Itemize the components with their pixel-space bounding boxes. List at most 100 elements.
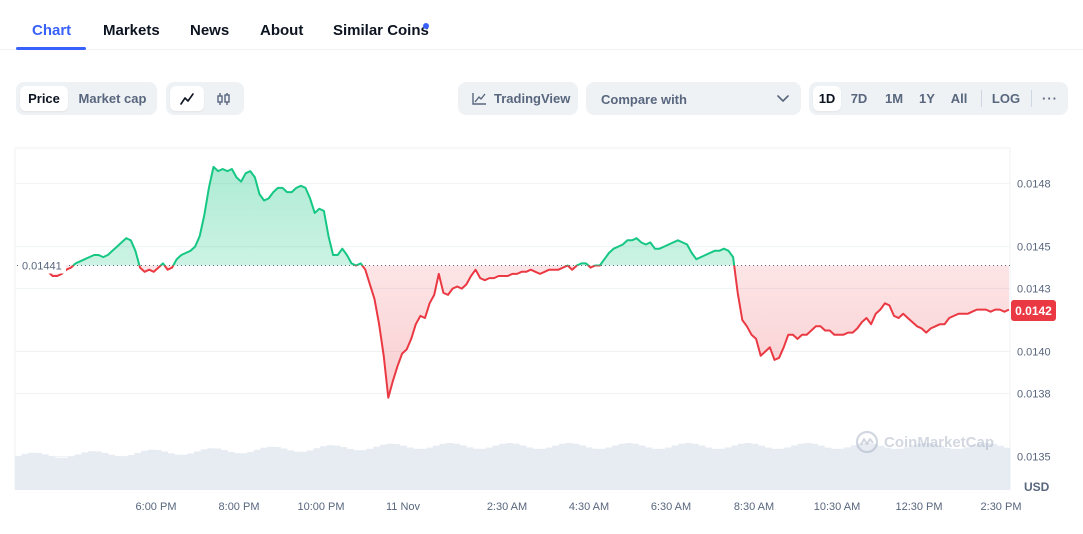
more-options-button[interactable]: ··· — [1042, 91, 1058, 106]
tab-news[interactable]: News — [190, 22, 230, 39]
volume-bar — [711, 448, 719, 490]
tab-about[interactable]: About — [260, 22, 304, 39]
volume-bar — [890, 448, 898, 490]
time-range-selector: 1D 7D 1M 1Y All LOG ··· — [809, 82, 1068, 115]
volume-bar — [777, 448, 785, 490]
volume-bar — [539, 448, 547, 490]
y-tick-label: 0.0143 — [1017, 284, 1051, 296]
volume-bar — [87, 451, 96, 490]
volume-bar — [359, 450, 368, 490]
volume-bar — [505, 443, 513, 490]
volume-bar — [300, 451, 308, 490]
volume-bar — [466, 447, 474, 490]
volume-bar — [724, 447, 732, 490]
tradingview-button[interactable]: TradingView — [458, 82, 578, 115]
compare-with-dropdown[interactable]: Compare with — [586, 82, 801, 115]
volume-bar — [844, 447, 852, 490]
chevron-down-icon — [777, 95, 789, 102]
volume-bar — [260, 447, 268, 490]
volume-bar — [472, 448, 480, 490]
coinmarketcap-logo-icon — [855, 430, 879, 454]
trading-chart-icon — [472, 93, 486, 105]
volume-bar — [167, 453, 175, 490]
x-tick-label: 2:30 AM — [487, 501, 527, 513]
line-chart-icon — [180, 92, 194, 105]
volume-bar — [253, 449, 261, 490]
y-tick-label: 0.0148 — [1017, 179, 1051, 191]
more-divider — [1031, 90, 1032, 107]
price-button[interactable]: Price — [20, 86, 68, 111]
volume-bar — [127, 455, 135, 490]
candlestick-button[interactable] — [208, 86, 240, 111]
x-tick-label: 8:30 AM — [734, 501, 774, 513]
volume-bar — [558, 443, 567, 490]
volume-bar — [160, 451, 169, 490]
volume-bar — [94, 451, 102, 490]
volume-bar — [691, 443, 699, 490]
volume-bar — [247, 451, 255, 490]
volume-bar — [625, 443, 633, 490]
volume-bar — [585, 447, 593, 490]
volume-bar — [207, 448, 215, 490]
metric-toggle: Price Market cap — [16, 82, 157, 115]
volume-bar — [141, 450, 149, 490]
volume-bar — [618, 443, 626, 490]
volume-bar — [678, 443, 686, 490]
volume-bar — [950, 448, 958, 490]
volume-bar — [910, 445, 918, 490]
volume-bar — [552, 445, 560, 490]
volume-bar — [612, 445, 620, 490]
volume-bar — [399, 445, 407, 490]
volume-bar — [174, 454, 182, 490]
volume-bar — [877, 445, 885, 490]
volume-bar — [525, 447, 533, 490]
range-all-button[interactable]: All — [950, 91, 968, 106]
volume-bar — [771, 448, 779, 490]
volume-bar — [1003, 447, 1011, 490]
compare-with-label: Compare with — [601, 92, 687, 107]
tab-markets[interactable]: Markets — [103, 22, 160, 39]
volume-bar — [684, 443, 693, 490]
tab-similar-coins[interactable]: Similar Coins — [333, 22, 429, 39]
market-cap-button[interactable]: Market cap — [78, 91, 147, 106]
line-chart-button[interactable] — [170, 86, 204, 111]
volume-bar — [671, 445, 679, 490]
volume-bar — [413, 448, 421, 490]
log-scale-button[interactable]: LOG — [991, 91, 1021, 106]
area-fill-above-baseline — [73, 166, 735, 266]
volume-bar — [605, 447, 613, 490]
volume-bar — [738, 443, 746, 490]
range-divider — [981, 90, 982, 107]
volume-bar — [485, 447, 494, 490]
volume-bar — [180, 454, 188, 490]
volume-bar — [698, 445, 706, 490]
volume-bar — [598, 448, 606, 490]
volume-bar — [492, 445, 500, 490]
watermark-text: CoinMarketCap — [884, 433, 995, 451]
volume-bar — [923, 443, 931, 490]
range-1y-button[interactable]: 1Y — [919, 91, 935, 106]
price-line-up — [71, 165, 736, 266]
volume-bar — [34, 452, 43, 490]
volume-bar — [306, 450, 314, 490]
volume-bar — [15, 456, 23, 490]
volume-bar — [837, 448, 845, 490]
volume-bar — [386, 443, 394, 490]
volume-bar — [200, 449, 208, 490]
volume-bar — [74, 454, 82, 490]
volume-bar — [419, 448, 427, 490]
range-1d-button[interactable]: 1D — [813, 86, 841, 111]
range-1m-button[interactable]: 1M — [884, 91, 904, 106]
volume-bar — [824, 447, 832, 490]
volume-bar — [81, 452, 89, 490]
volume-bar — [214, 448, 222, 490]
volume-bar — [645, 447, 653, 490]
price-line-down — [47, 265, 1010, 399]
volume-bar — [784, 447, 792, 490]
range-7d-button[interactable]: 7D — [850, 91, 868, 106]
volume-bar — [943, 447, 951, 490]
volume-bar — [937, 445, 945, 490]
tab-chart[interactable]: Chart — [32, 22, 72, 39]
current-price-badge: 0.0142 — [1011, 300, 1056, 321]
